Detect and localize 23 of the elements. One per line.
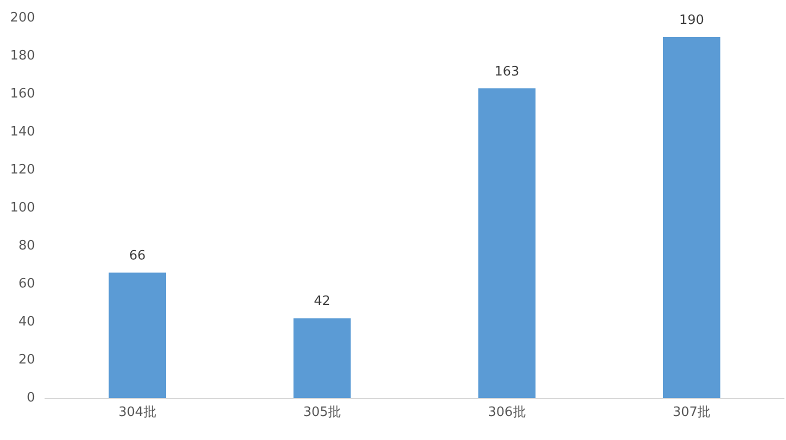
data-label: 42 [314, 294, 330, 310]
x-tick-label: 306批 [488, 405, 526, 420]
y-tick-label: 180 [10, 48, 35, 64]
y-tick-label: 40 [18, 314, 35, 330]
y-tick-label: 20 [18, 352, 35, 368]
x-tick-label: 305批 [303, 405, 342, 420]
data-label: 66 [129, 248, 146, 264]
y-tick-label: 60 [18, 276, 35, 292]
bar [108, 272, 166, 398]
bar [662, 37, 720, 398]
y-tick-label: 140 [10, 124, 35, 140]
y-tick-label: 80 [18, 238, 35, 254]
bar [293, 318, 351, 398]
y-tick-label: 160 [10, 86, 35, 102]
bar [478, 88, 536, 398]
data-label: 190 [679, 13, 704, 28]
y-tick-label: 120 [10, 162, 35, 178]
y-tick-label: 200 [10, 10, 35, 26]
data-label: 163 [494, 64, 520, 80]
x-tick-label: 307批 [672, 405, 711, 420]
x-tick-label: 304批 [118, 405, 156, 420]
y-tick-label: 100 [10, 200, 35, 216]
y-tick-label: 0 [26, 390, 35, 406]
